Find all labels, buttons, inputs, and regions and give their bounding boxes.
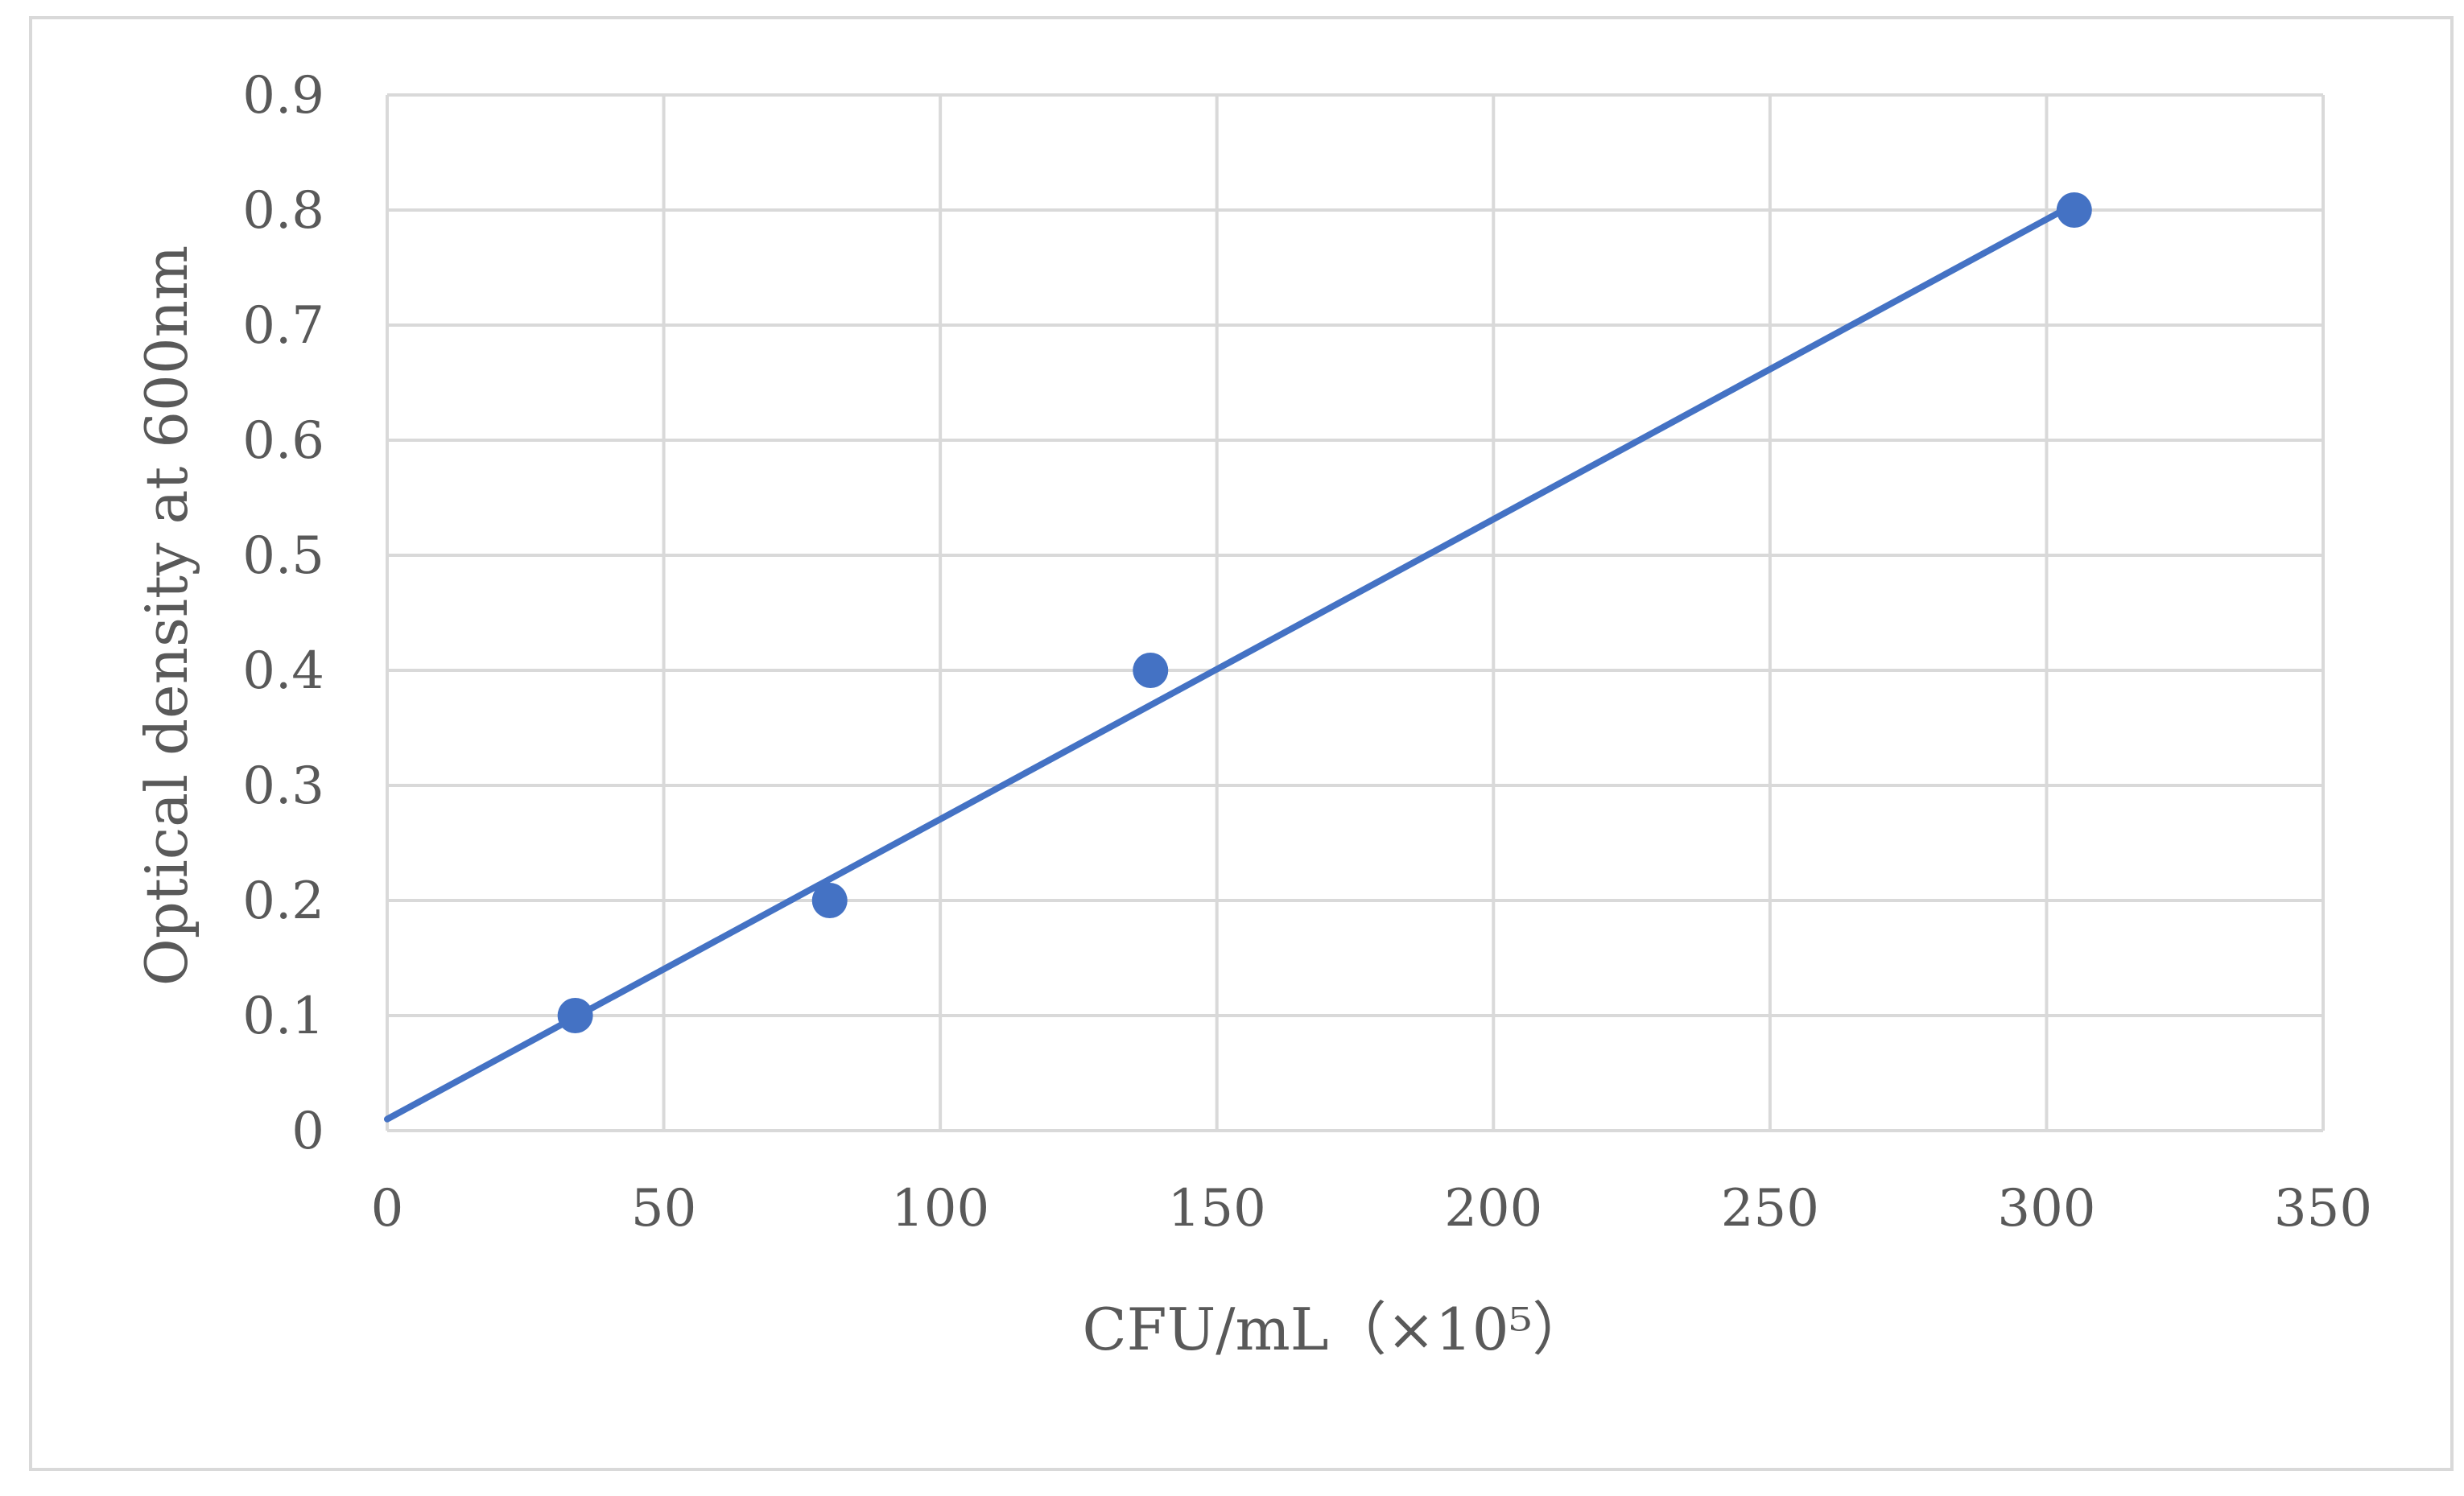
x-tick-label: 350: [2274, 1179, 2372, 1238]
y-tick-label: 0: [291, 1102, 324, 1161]
y-tick-label: 0.9: [242, 66, 324, 126]
x-tick-label: 250: [1721, 1179, 1819, 1238]
y-tick-label: 0.7: [242, 296, 324, 356]
x-tick-label: 300: [1997, 1179, 2095, 1238]
y-tick-label: 0.1: [242, 987, 324, 1046]
x-tick-label: 50: [631, 1179, 696, 1238]
data-point: [1133, 653, 1169, 688]
y-tick-label: 0.4: [242, 641, 324, 701]
y-axis-title: Optical density at 600nm: [133, 245, 200, 987]
data-point: [2056, 192, 2092, 228]
data-points: [557, 192, 2092, 1033]
y-tick-label: 0.5: [242, 526, 324, 586]
chart-frame: [29, 16, 2454, 1471]
y-tick-label: 0.3: [242, 756, 324, 816]
x-axis-title: CFU/mL（×10⁵）: [1083, 1296, 1591, 1363]
x-tick-label: 0: [371, 1179, 404, 1238]
y-tick-labels: 0 0.1 0.2 0.3 0.4 0.5 0.6 0.7 0.8 0.9: [242, 66, 324, 1161]
y-tick-label: 0.2: [242, 872, 324, 931]
x-tick-labels: 0 50 100 150 200 250 300 350: [371, 1179, 2372, 1238]
y-tick-label: 0.8: [242, 181, 324, 241]
data-point: [557, 998, 593, 1033]
x-tick-label: 200: [1444, 1179, 1542, 1238]
gridlines: [386, 93, 2325, 1132]
x-tick-label: 150: [1168, 1179, 1266, 1238]
y-tick-label: 0.6: [242, 411, 324, 471]
trendline-group: [384, 200, 2078, 1123]
x-tick-label: 100: [891, 1179, 989, 1238]
trendline: [384, 200, 2078, 1123]
data-point: [811, 883, 848, 918]
